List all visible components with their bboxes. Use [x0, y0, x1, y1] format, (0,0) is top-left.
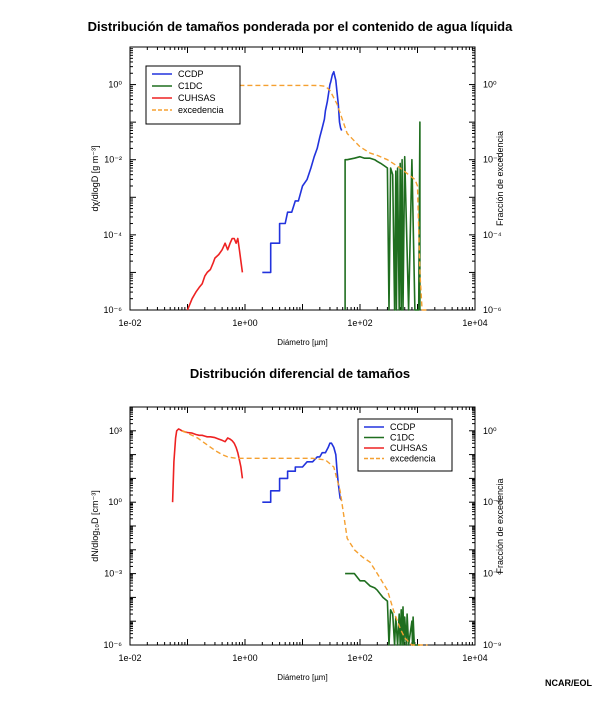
y-axis-label: dN/dlog₁₀D [cm⁻³]: [90, 490, 100, 562]
y2-tick-label: 10⁰: [483, 426, 497, 436]
series-line-ccdp: [262, 442, 343, 504]
x-tick-label: 1e+04: [462, 653, 487, 663]
series-line-excedencia: [181, 430, 428, 646]
y2-tick-label: 10⁻⁴: [483, 230, 502, 240]
y2-tick-label: 10⁻²: [483, 155, 501, 165]
legend-label-ccdp: CCDP: [390, 422, 416, 432]
y2-tick-label: 10⁻³: [483, 497, 501, 507]
y-tick-label: 10⁻³: [104, 569, 122, 579]
x-axis-label: Diámetro [µm]: [277, 338, 327, 347]
legend-label-excedencia: excedencia: [178, 105, 224, 115]
series-group: [171, 428, 428, 646]
legend-label-c1dc: C1DC: [390, 433, 415, 443]
legend-label-cuhsas: CUHSAS: [178, 93, 216, 103]
y-tick-label: 10⁻⁶: [104, 305, 123, 315]
y-tick-label: 10⁻⁶: [104, 640, 123, 650]
x-tick-label: 1e+02: [347, 653, 372, 663]
series-line-c1dc: [344, 121, 421, 311]
series-line-ccdp: [262, 70, 343, 274]
y-tick-label: 10⁻⁴: [103, 230, 122, 240]
x-tick-label: 1e-02: [118, 653, 141, 663]
x-axis-label: Diámetro [µm]: [277, 673, 327, 682]
chart-title: Distribución diferencial de tamaños: [190, 366, 410, 381]
chart-title: Distribución de tamaños ponderada por el…: [88, 19, 513, 34]
legend-label-excedencia: excedencia: [390, 454, 436, 464]
y2-axis-label: Fracción de excedencia: [495, 478, 505, 573]
y-tick-label: 10⁰: [108, 497, 122, 507]
y-tick-label: 10⁰: [108, 80, 122, 90]
x-tick-label: 1e+00: [232, 653, 257, 663]
legend-label-c1dc: C1DC: [178, 81, 203, 91]
y-axis-label: dχ/dlogD [g m⁻³]: [90, 146, 100, 212]
y2-tick-label: 10⁰: [483, 80, 497, 90]
x-tick-label: 1e+00: [232, 318, 257, 328]
series-line-cuhsas: [171, 428, 244, 503]
y-tick-label: 10³: [109, 426, 122, 436]
legend-box: [145, 65, 241, 125]
series-group: [186, 70, 428, 311]
y2-axis-label: Fracción de excedencia: [495, 131, 505, 226]
legend-label-ccdp: CCDP: [178, 69, 204, 79]
y2-tick-label: 10⁻⁶: [483, 569, 502, 579]
legend-label-cuhsas: CUHSAS: [390, 443, 428, 453]
credit-label: NCAR/EOL: [545, 678, 592, 688]
series-line-c1dc: [345, 572, 420, 646]
x-tick-label: 1e-02: [118, 318, 141, 328]
y-tick-label: 10⁻²: [104, 155, 122, 165]
x-tick-label: 1e+02: [347, 318, 372, 328]
x-tick-label: 1e+04: [462, 318, 487, 328]
y2-tick-label: 10⁻⁶: [483, 305, 502, 315]
series-line-cuhsas: [186, 237, 244, 311]
series-line-excedencia: [239, 84, 428, 311]
y2-tick-label: 10⁻⁹: [483, 640, 502, 650]
